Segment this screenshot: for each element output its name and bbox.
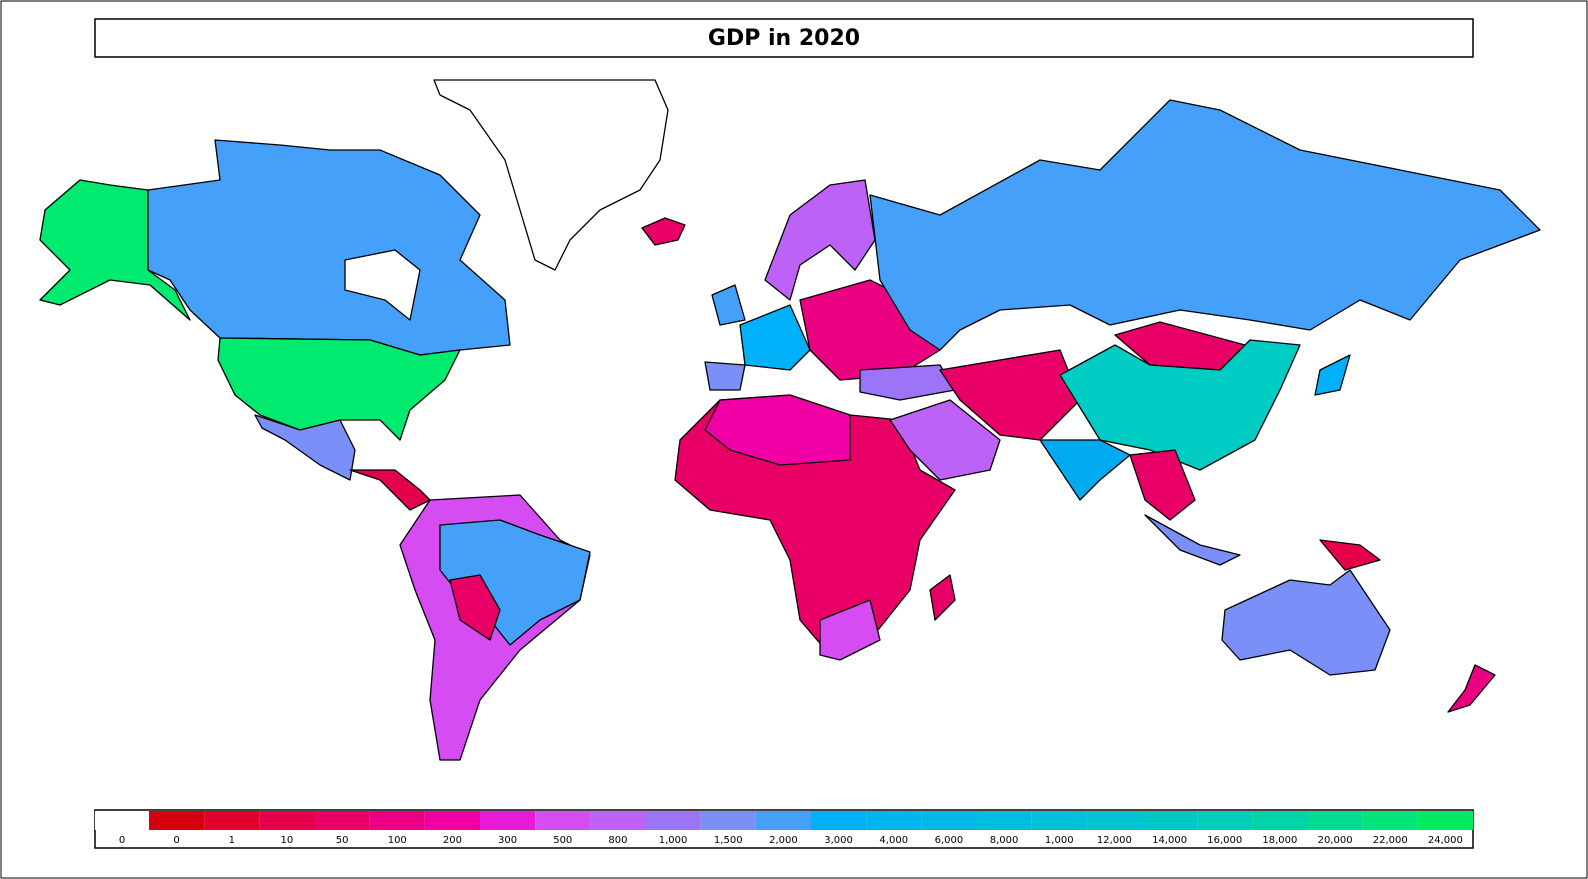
legend-label: 0 — [119, 835, 125, 846]
country — [1314, 354, 1351, 396]
legend-label: 6,000 — [935, 835, 964, 846]
legend-label: 1,000 — [1045, 835, 1074, 846]
world-map — [39, 79, 1541, 761]
legend-label: 4,000 — [879, 835, 908, 846]
legend-swatch — [1307, 811, 1363, 830]
title-box — [94, 18, 1474, 58]
legend-label: 24,000 — [1428, 835, 1463, 846]
legend-swatch — [866, 811, 922, 830]
legend-label: 10 — [281, 835, 294, 846]
legend-label: 20,000 — [1318, 835, 1353, 846]
legend-label: 14,000 — [1152, 835, 1187, 846]
legend-label: 800 — [608, 835, 627, 846]
legend-swatch — [1086, 811, 1142, 830]
legend-swatch — [1252, 811, 1308, 830]
country — [764, 179, 876, 301]
legend-swatch — [95, 811, 149, 830]
legend-swatch — [590, 811, 646, 830]
country — [869, 99, 1541, 351]
country — [739, 304, 811, 371]
legend-swatch — [755, 811, 811, 830]
legend-swatch — [424, 811, 480, 830]
legend-label: 8,000 — [990, 835, 1019, 846]
legend-swatch — [480, 811, 536, 830]
country — [704, 361, 746, 391]
legend-label: 50 — [336, 835, 349, 846]
legend-swatch — [811, 811, 867, 830]
legend-swatch — [645, 811, 701, 830]
legend-label: 2,000 — [769, 835, 798, 846]
legend-label: 16,000 — [1207, 835, 1242, 846]
legend-swatch — [700, 811, 756, 830]
country — [217, 337, 461, 441]
country — [889, 399, 1001, 481]
legend-label: 0 — [173, 835, 179, 846]
legend-label: 200 — [443, 835, 462, 846]
legend-label: 500 — [553, 835, 572, 846]
country — [1319, 539, 1381, 571]
country — [1221, 569, 1391, 676]
legend: 0 0 1 10 50 100 200 300 500 800 1,000 1,500 2,000 3,0… — [95, 811, 1473, 846]
legend-swatch — [149, 811, 205, 830]
legend-label: 1,500 — [714, 835, 743, 846]
legend-label: 300 — [498, 835, 517, 846]
country — [254, 414, 356, 481]
legend-swatch — [1142, 811, 1198, 830]
legend-label: 100 — [388, 835, 407, 846]
country — [1144, 514, 1241, 566]
country — [819, 599, 881, 661]
country — [1039, 439, 1131, 501]
lake — [344, 249, 421, 321]
country — [929, 574, 956, 621]
legend-swatch — [1362, 811, 1418, 830]
country — [1059, 339, 1301, 471]
map-title: GDP in 2020 — [708, 26, 860, 51]
country — [641, 217, 686, 246]
country — [147, 139, 511, 356]
legend-label: 1,000 — [659, 835, 688, 846]
legend-swatch — [204, 811, 260, 830]
legend-label: 12,000 — [1097, 835, 1132, 846]
country — [1129, 449, 1196, 521]
legend-swatch — [976, 811, 1032, 830]
legend-swatch — [314, 811, 370, 830]
country — [449, 574, 501, 641]
legend-swatch — [1197, 811, 1253, 830]
country — [39, 179, 191, 321]
country — [711, 284, 746, 326]
country — [704, 394, 851, 466]
country — [433, 79, 669, 271]
legend-label: 22,000 — [1373, 835, 1408, 846]
legend-swatch — [921, 811, 977, 830]
country — [859, 364, 956, 401]
legend-swatch — [1031, 811, 1087, 830]
legend-swatch — [1417, 811, 1473, 830]
legend-swatch — [259, 811, 315, 830]
legend-label: 18,000 — [1262, 835, 1297, 846]
country — [1447, 664, 1496, 713]
legend-label: 3,000 — [824, 835, 853, 846]
legend-swatch — [369, 811, 425, 830]
legend-swatch — [535, 811, 591, 830]
legend-label: 1 — [229, 835, 235, 846]
